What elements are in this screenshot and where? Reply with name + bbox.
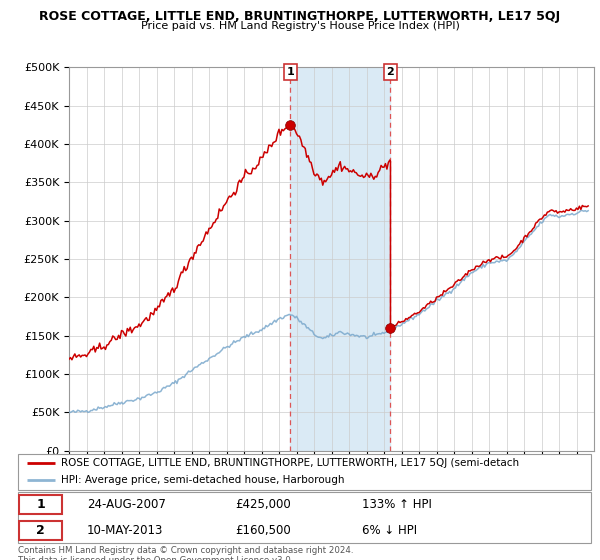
Text: 1: 1 bbox=[36, 498, 45, 511]
FancyBboxPatch shape bbox=[19, 521, 62, 540]
Text: HPI: Average price, semi-detached house, Harborough: HPI: Average price, semi-detached house,… bbox=[61, 475, 344, 485]
FancyBboxPatch shape bbox=[18, 454, 591, 490]
Text: Contains HM Land Registry data © Crown copyright and database right 2024.
This d: Contains HM Land Registry data © Crown c… bbox=[18, 546, 353, 560]
Text: Price paid vs. HM Land Registry's House Price Index (HPI): Price paid vs. HM Land Registry's House … bbox=[140, 21, 460, 31]
Text: 10-MAY-2013: 10-MAY-2013 bbox=[87, 524, 163, 537]
Text: 24-AUG-2007: 24-AUG-2007 bbox=[87, 498, 166, 511]
Text: 2: 2 bbox=[386, 67, 394, 77]
Text: ROSE COTTAGE, LITTLE END, BRUNTINGTHORPE, LUTTERWORTH, LE17 5QJ: ROSE COTTAGE, LITTLE END, BRUNTINGTHORPE… bbox=[40, 10, 560, 22]
FancyBboxPatch shape bbox=[18, 492, 591, 543]
Bar bbox=[290, 67, 391, 451]
Text: 6% ↓ HPI: 6% ↓ HPI bbox=[362, 524, 417, 537]
Text: £425,000: £425,000 bbox=[236, 498, 292, 511]
Text: 1: 1 bbox=[287, 67, 294, 77]
FancyBboxPatch shape bbox=[19, 495, 62, 514]
Text: 2: 2 bbox=[36, 524, 45, 537]
Text: 133% ↑ HPI: 133% ↑ HPI bbox=[362, 498, 431, 511]
Text: ROSE COTTAGE, LITTLE END, BRUNTINGTHORPE, LUTTERWORTH, LE17 5QJ (semi-detach: ROSE COTTAGE, LITTLE END, BRUNTINGTHORPE… bbox=[61, 458, 519, 468]
Text: £160,500: £160,500 bbox=[236, 524, 292, 537]
